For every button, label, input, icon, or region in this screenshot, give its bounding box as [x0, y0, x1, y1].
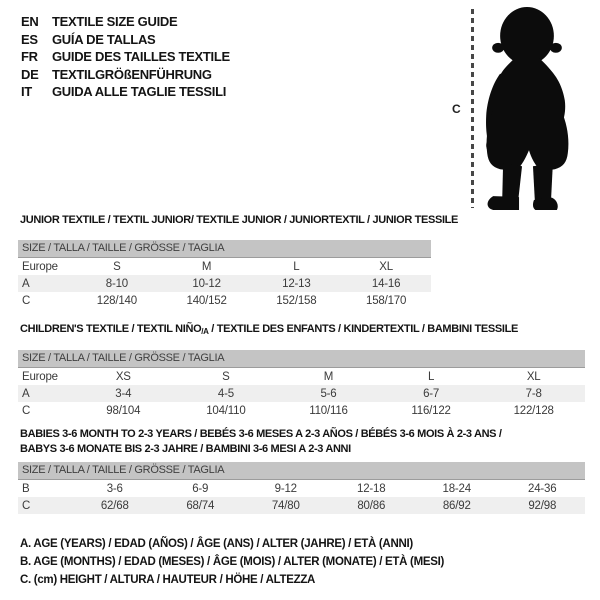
value-cell: 3-4	[115, 387, 132, 400]
baby-silhouette-icon	[486, 6, 569, 210]
size-cell: M	[323, 370, 334, 383]
lang-label: GUIDE DES TAILLES TEXTILE	[52, 49, 230, 65]
table-row-a: A 3-4 4-5 5-6 6-7 7-8	[18, 385, 585, 402]
value-cell: 12-18	[357, 482, 386, 495]
size-cell: L	[293, 260, 300, 273]
value-cell: 74/80	[271, 499, 300, 512]
row-label: C	[22, 294, 31, 307]
size-cell: S	[113, 260, 121, 273]
lang-row-it: IT GUIDA ALLE TAGLIE TESSILI	[21, 83, 230, 101]
value-cell: 62/68	[100, 499, 129, 512]
value-cell: 104/110	[206, 404, 246, 417]
size-cell: M	[201, 260, 212, 273]
row-label: C	[22, 499, 31, 512]
value-cell: 158/170	[366, 294, 407, 307]
row-label: C	[22, 404, 31, 417]
row-label: A	[22, 387, 30, 400]
legend-line-b: B. AGE (MONTHS) / EDAD (MESES) / ÂGE (MO…	[20, 556, 445, 568]
measurement-legend: A. AGE (YEARS) / EDAD (AÑOS) / ÂGE (ANS)…	[20, 535, 444, 589]
value-cell: 86/92	[442, 499, 471, 512]
size-cell: XS	[115, 370, 131, 383]
heading-part: CHILDREN'S TEXTILE / TEXTIL NIÑO	[20, 323, 202, 335]
lang-row-fr: FR GUIDE DES TAILLES TEXTILE	[21, 48, 230, 66]
value-cell: 8-10	[105, 277, 128, 290]
lang-label: GUIDA ALLE TAGLIE TESSILI	[52, 84, 227, 100]
table-row-europe: Europe XS S M L XL	[18, 368, 585, 385]
value-cell: 4-5	[217, 387, 234, 400]
language-legend: EN TEXTILE SIZE GUIDE ES GUÍA DE TALLAS …	[21, 13, 230, 101]
lang-code: IT	[21, 84, 32, 100]
value-cell: 116/122	[411, 404, 451, 417]
value-cell: 122/128	[513, 404, 554, 417]
size-header-band: SIZE / TALLA / TAILLE / GRÖSSE / TAGLIA	[18, 462, 585, 480]
table-row-c: C 128/140 140/152 152/158 158/170	[18, 292, 431, 309]
heading-line2: BABYS 3-6 MONATE BIS 2-3 JAHRE / BAMBINI…	[20, 443, 351, 455]
dashed-height-line	[471, 9, 474, 208]
value-cell: 9-12	[274, 482, 297, 495]
value-cell: 12-13	[282, 277, 311, 290]
value-cell: 140/152	[186, 294, 227, 307]
heading-line1: BABIES 3-6 MONTH TO 2-3 YEARS / BEBÉS 3-…	[20, 428, 502, 440]
children-section-heading: CHILDREN'S TEXTILE / TEXTIL NIÑO/A / TEX…	[20, 323, 518, 336]
lang-code: ES	[21, 31, 38, 47]
size-cell: XL	[379, 260, 393, 273]
table-row-b: B 3-6 6-9 9-12 12-18 18-24 24-36	[18, 480, 585, 497]
size-header-band: SIZE / TALLA / TAILLE / GRÖSSE / TAGLIA	[18, 240, 431, 258]
babies-section-heading: BABIES 3-6 MONTH TO 2-3 YEARS / BEBÉS 3-…	[20, 427, 580, 457]
height-measure-figure: C	[450, 6, 582, 212]
lang-code: DE	[21, 66, 39, 82]
value-cell: 6-9	[192, 482, 209, 495]
value-cell: 92/98	[528, 499, 557, 512]
value-cell: 152/158	[276, 294, 317, 307]
lang-row-en: EN TEXTILE SIZE GUIDE	[21, 13, 230, 31]
size-cell: S	[222, 370, 230, 383]
value-cell: 68/74	[186, 499, 215, 512]
value-cell: 10-12	[192, 277, 221, 290]
table-row-c: C 98/104 104/110 110/116 116/122 122/128	[18, 402, 585, 419]
babies-size-table: SIZE / TALLA / TAILLE / GRÖSSE / TAGLIA …	[18, 462, 585, 514]
lang-row-es: ES GUÍA DE TALLAS	[21, 31, 230, 49]
value-cell: 3-6	[106, 482, 123, 495]
row-label: B	[22, 482, 30, 495]
value-cell: 18-24	[442, 482, 472, 495]
junior-section-heading: JUNIOR TEXTILE / TEXTIL JUNIOR/ TEXTILE …	[20, 214, 459, 226]
junior-size-table: SIZE / TALLA / TAILLE / GRÖSSE / TAGLIA …	[18, 240, 431, 309]
legend-line-c: C. (cm) HEIGHT / ALTURA / HAUTEUR / HÖHE…	[20, 574, 316, 586]
value-cell: 5-6	[320, 387, 337, 400]
legend-line-a: A. AGE (YEARS) / EDAD (AÑOS) / ÂGE (ANS)…	[20, 538, 413, 550]
lang-row-de: DE TEXTILGRÖßENFÜHRUNG	[21, 66, 230, 84]
children-size-table: SIZE / TALLA / TAILLE / GRÖSSE / TAGLIA …	[18, 350, 585, 419]
size-cell: L	[427, 370, 435, 383]
value-cell: 7-8	[525, 387, 542, 400]
table-row-a: A 8-10 10-12 12-13 14-16	[18, 275, 431, 292]
value-cell: 6-7	[423, 387, 440, 400]
table-row-c: C 62/68 68/74 74/80 80/86 86/92 92/98	[18, 497, 585, 514]
value-cell: 110/116	[309, 404, 348, 417]
value-cell: 14-16	[371, 277, 401, 290]
measure-c-label: C	[452, 102, 461, 116]
value-cell: 80/86	[357, 499, 386, 512]
lang-label: TEXTILGRÖßENFÜHRUNG	[52, 66, 212, 82]
value-cell: 128/140	[96, 294, 137, 307]
lang-label: GUÍA DE TALLAS	[52, 31, 156, 47]
value-cell: 24-36	[528, 482, 557, 495]
heading-subscript: /A	[201, 327, 209, 336]
row-label: A	[22, 277, 30, 290]
lang-code: EN	[21, 14, 39, 30]
table-row-europe: Europe S M L XL	[18, 258, 431, 275]
heading-part: / TEXTILE DES ENFANTS / KINDERTEXTIL / B…	[208, 323, 518, 335]
lang-code: FR	[21, 49, 38, 65]
row-label: Europe	[22, 260, 58, 273]
lang-label: TEXTILE SIZE GUIDE	[52, 14, 178, 30]
size-header-band: SIZE / TALLA / TAILLE / GRÖSSE / TAGLIA	[18, 350, 585, 368]
row-label: Europe	[22, 370, 58, 383]
size-cell: XL	[526, 370, 541, 383]
value-cell: 98/104	[106, 404, 141, 417]
